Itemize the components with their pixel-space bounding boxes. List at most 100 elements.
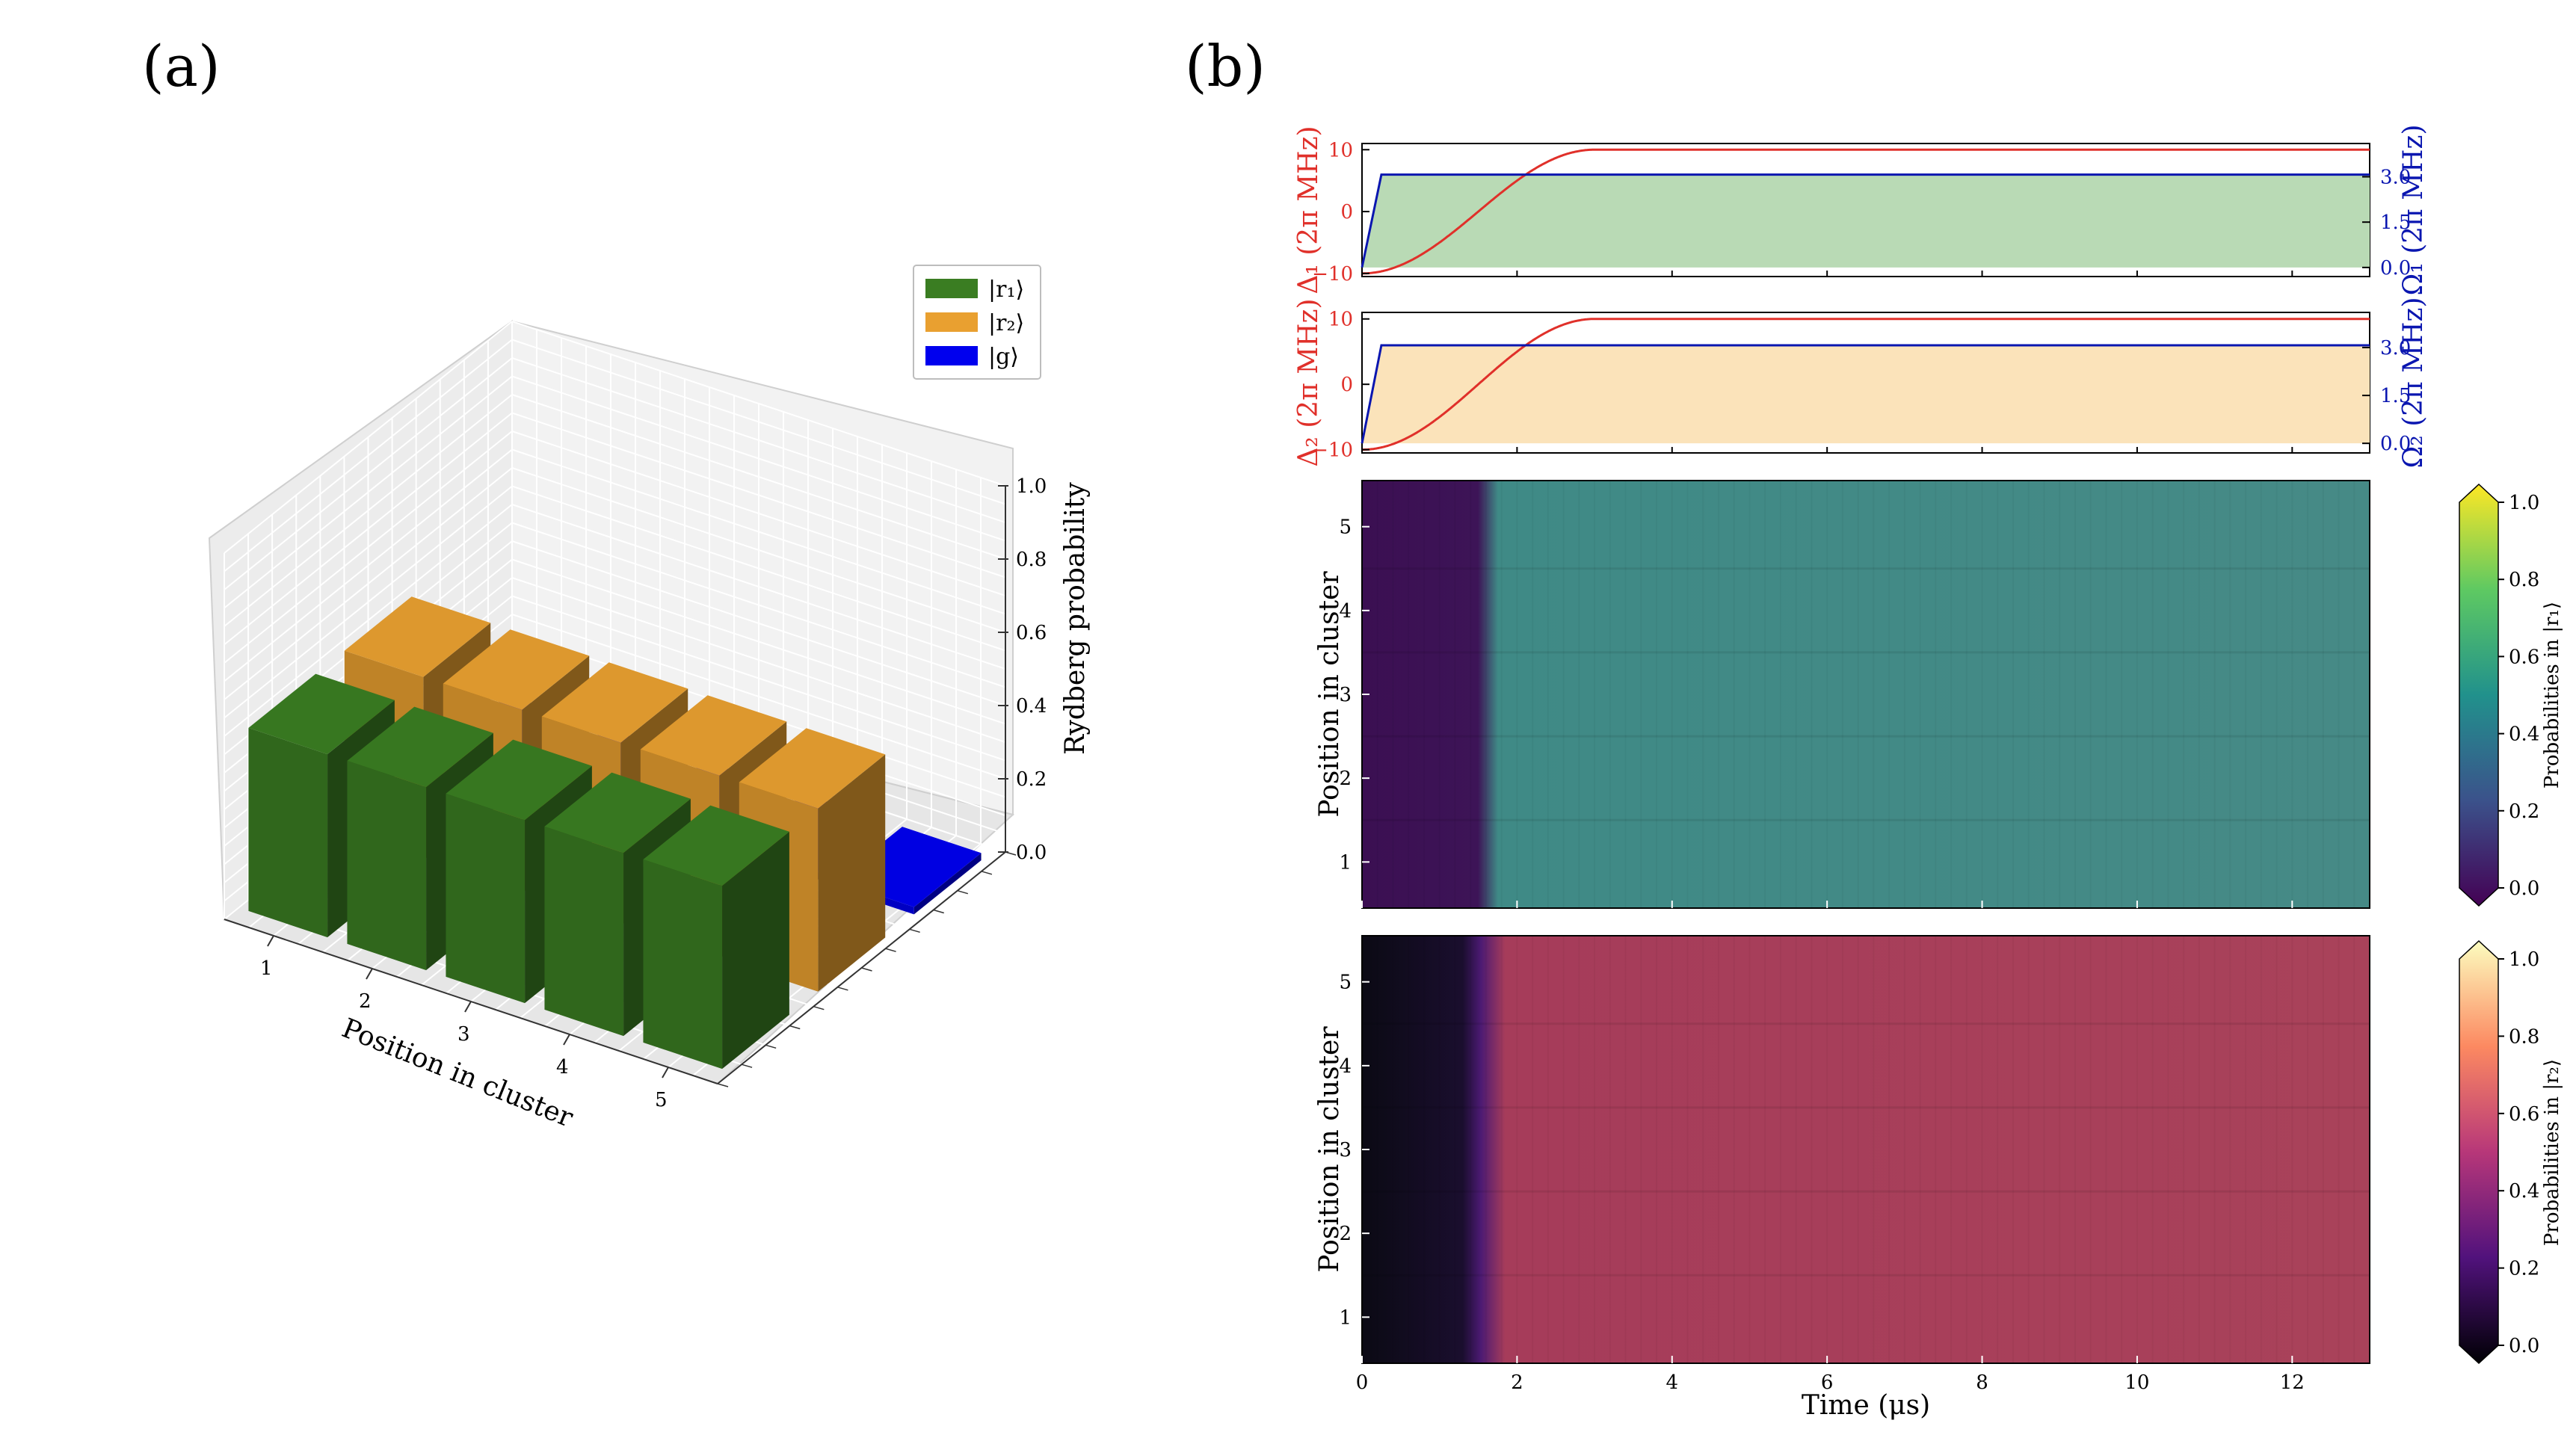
heatmap-r1: Position in cluster 1 2 3 4 5 bbox=[1314, 480, 2370, 909]
legend-swatch-r2 bbox=[925, 312, 978, 332]
colorbar-r2: Probabilities in |r₂⟩ 0.0 0.2 0.4 0.6 0.8 1.0 bbox=[2459, 939, 2563, 1365]
x-tick-labels: 1 2 3 4 5 bbox=[224, 851, 1017, 1111]
legend-label-g: |g⟩ bbox=[988, 344, 1019, 370]
y-tick-mark bbox=[789, 1025, 801, 1030]
left-tick-label: 10 bbox=[1328, 139, 1353, 161]
detuning-rabi-plot-2: Δ₂ (2π MHz) Ω₂ (2π MHz) −10 0 10 0.0 1.5 3.0 bbox=[1293, 297, 2429, 468]
heatmap-r2-image bbox=[1362, 936, 2370, 1363]
y-tick-label: 1 bbox=[1339, 1306, 1352, 1329]
bar-front-face bbox=[347, 760, 427, 971]
colorbar-r2-label: Probabilities in |r₂⟩ bbox=[2541, 1059, 2563, 1246]
y-tick-label: 1 bbox=[1339, 851, 1352, 874]
x-tick-label: 5 bbox=[655, 1089, 668, 1111]
left-tick-label: 0 bbox=[1340, 201, 1353, 223]
z-tick-label: 0.4 bbox=[1016, 695, 1047, 718]
z-tick-label: 0.6 bbox=[1016, 622, 1047, 644]
y-tick-mark bbox=[957, 889, 969, 895]
colorbar-tick-label: 0.0 bbox=[2509, 877, 2539, 900]
plot1-left-ylabel: Δ₁ (2π MHz) bbox=[1293, 126, 1324, 294]
colorbar-r1: Probabilities in |r₁⟩ 0.0 0.2 0.4 0.6 0.8 1.0 bbox=[2459, 483, 2563, 907]
legend-label-r2: |r₂⟩ bbox=[988, 310, 1024, 336]
bar-side-face bbox=[818, 754, 886, 992]
bar-front-face bbox=[446, 793, 526, 1004]
y-tick-mark bbox=[1005, 851, 1017, 856]
bar-top-face bbox=[248, 673, 395, 755]
y-tick-mark bbox=[765, 1044, 777, 1049]
y-tick-mark bbox=[885, 948, 896, 952]
x-axis-label-time: Time (μs) bbox=[1802, 1390, 1930, 1421]
x-tick-label: 0 bbox=[1356, 1371, 1369, 1394]
right-tick-label: 0.0 bbox=[2380, 433, 2411, 455]
colorbar-r2-bar bbox=[2459, 939, 2499, 1365]
colorbar-tick-label: 0.6 bbox=[2509, 1103, 2539, 1126]
x-tick-label: 2 bbox=[1511, 1371, 1523, 1394]
left-tick-label: −10 bbox=[1312, 263, 1353, 286]
x-tick-label: 10 bbox=[2124, 1371, 2149, 1394]
x-tick-label: 3 bbox=[457, 1023, 470, 1046]
x-tick-mark bbox=[464, 1001, 472, 1013]
y-tick-mark bbox=[837, 987, 848, 991]
right-tick-label: 1.5 bbox=[2380, 385, 2411, 407]
y-tick-mark bbox=[909, 928, 920, 933]
x-tick-label: 4 bbox=[556, 1056, 569, 1078]
y-tick-mark bbox=[813, 1005, 825, 1010]
detuning-line bbox=[1362, 318, 2370, 451]
rabi-fill-area bbox=[1362, 345, 2370, 444]
y-tick-mark bbox=[981, 871, 993, 875]
bar-top-face bbox=[443, 629, 590, 710]
z-tick-label: 1.0 bbox=[1016, 475, 1047, 498]
y-tick-mark bbox=[741, 1064, 753, 1068]
x-tick-label: 2 bbox=[359, 990, 372, 1013]
z-tick-label: 0.8 bbox=[1016, 549, 1047, 571]
bar-top-face bbox=[446, 739, 592, 821]
x-tick-label: 12 bbox=[2280, 1371, 2305, 1394]
rabi-line bbox=[1361, 173, 2370, 268]
plot2-right-ylabel: Ω₂ (2π MHz) bbox=[2398, 297, 2429, 468]
bar-top-face bbox=[640, 695, 787, 776]
y-tick-label: 4 bbox=[1339, 1055, 1352, 1078]
colorbar-tick-label: 0.2 bbox=[2509, 1258, 2539, 1280]
bar-top-face bbox=[544, 772, 691, 854]
bar-side-face bbox=[722, 831, 789, 1070]
x-tick-label: 1 bbox=[260, 957, 273, 980]
x-tick-label: 4 bbox=[1666, 1371, 1678, 1394]
plot1-right-ylabel: Ω₁ (2π MHz) bbox=[2398, 124, 2429, 295]
y-tick-label: 3 bbox=[1339, 1139, 1352, 1161]
colorbar-tick-label: 1.0 bbox=[2509, 492, 2539, 514]
x-tick-mark bbox=[563, 1034, 570, 1046]
y-tick-label: 2 bbox=[1339, 768, 1352, 790]
z-tick-labels: 0.0 0.2 0.4 0.6 0.8 1.0 bbox=[998, 475, 1047, 864]
x-tick-label: 6 bbox=[1821, 1371, 1834, 1394]
legend-label-r1: |r₁⟩ bbox=[988, 277, 1024, 303]
left-tick-label: 10 bbox=[1328, 309, 1353, 331]
y-tick-label: 5 bbox=[1339, 972, 1352, 994]
detuning-line bbox=[1362, 148, 2370, 275]
x-tick-mark bbox=[366, 968, 373, 980]
panel-a-label: (a) bbox=[142, 33, 221, 99]
y-tick-label: 4 bbox=[1339, 600, 1352, 623]
colorbar-tick-label: 0.0 bbox=[2509, 1335, 2539, 1357]
bar-front-face bbox=[544, 826, 624, 1037]
left-tick-label: −10 bbox=[1312, 439, 1353, 462]
z-tick-label: 0.0 bbox=[1016, 842, 1047, 864]
colorbar-tick-label: 0.4 bbox=[2509, 723, 2539, 746]
left-tick-label: 0 bbox=[1340, 374, 1353, 396]
legend: |r₁⟩ |r₂⟩ |g⟩ bbox=[913, 265, 1041, 380]
colorbar-r1-label: Probabilities in |r₁⟩ bbox=[2541, 602, 2563, 789]
colorbar-tick-label: 0.8 bbox=[2509, 569, 2539, 591]
colorbar-r1-bar bbox=[2459, 483, 2499, 907]
heatmap-r1-image bbox=[1362, 481, 2370, 908]
bar-front-face bbox=[248, 727, 328, 938]
colorbar-tick-label: 0.2 bbox=[2509, 800, 2539, 823]
bar-front-face bbox=[643, 859, 723, 1070]
right-tick-label: 3.0 bbox=[2380, 337, 2411, 359]
colorbar-tick-label: 0.6 bbox=[2509, 646, 2539, 668]
z-axis-label-3d: Rydberg probability bbox=[1060, 482, 1091, 755]
legend-swatch-r1 bbox=[925, 279, 978, 298]
bars-3d bbox=[248, 596, 982, 1070]
right-tick-label: 0.0 bbox=[2380, 257, 2411, 280]
bar-top-face bbox=[643, 805, 789, 886]
